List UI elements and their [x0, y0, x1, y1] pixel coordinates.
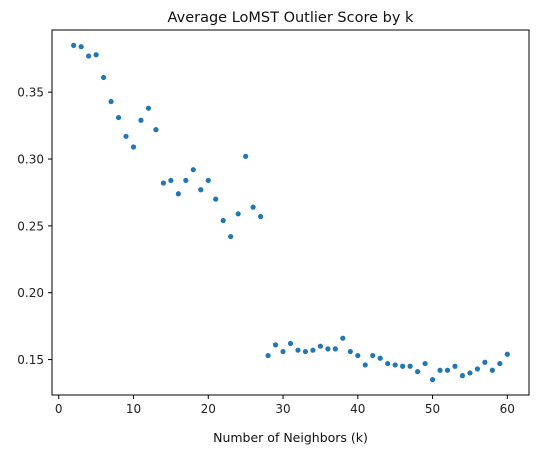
- data-point: [347, 348, 353, 355]
- data-point: [325, 346, 331, 352]
- data-point: [504, 351, 510, 357]
- x-tick-label: 40: [350, 402, 365, 416]
- x-tick-label: 30: [275, 402, 290, 416]
- data-point: [168, 177, 174, 184]
- data-point: [213, 196, 219, 202]
- data-point: [205, 177, 211, 184]
- x-tick-label: 20: [201, 402, 216, 416]
- y-tick-label: 0.15: [17, 353, 44, 367]
- data-point: [115, 114, 122, 121]
- data-point: [220, 217, 226, 224]
- data-point: [130, 144, 137, 150]
- data-point: [370, 352, 376, 359]
- data-point: [459, 373, 466, 379]
- data-point: [250, 204, 256, 210]
- plot-area: [71, 42, 510, 383]
- x-axis-label: Number of Neighbors (k): [213, 430, 368, 445]
- data-point: [257, 213, 264, 220]
- data-point: [310, 347, 316, 353]
- y-tick-label: 0.35: [17, 86, 44, 100]
- y-tick-label: 0.30: [17, 153, 44, 167]
- data-point: [190, 167, 196, 173]
- data-point: [429, 377, 436, 383]
- data-point: [317, 343, 324, 349]
- data-point: [467, 370, 473, 376]
- data-point: [175, 191, 181, 197]
- data-point: [444, 367, 451, 373]
- x-axis-ticks: 0 10 20 30 40 50 60: [55, 395, 515, 416]
- data-point: [422, 360, 428, 367]
- data-point: [228, 233, 234, 240]
- data-point: [332, 346, 338, 352]
- data-point: [86, 53, 92, 59]
- data-point: [497, 360, 503, 367]
- data-point: [100, 74, 107, 81]
- data-point: [78, 44, 84, 50]
- data-point: [123, 133, 129, 139]
- data-point: [474, 366, 481, 372]
- data-point: [302, 348, 309, 355]
- data-point: [145, 105, 152, 111]
- data-point: [71, 42, 77, 48]
- data-point: [340, 335, 346, 341]
- data-point: [243, 153, 249, 159]
- data-point: [153, 127, 159, 133]
- x-tick-label: 0: [55, 402, 63, 416]
- data-point: [377, 355, 383, 361]
- data-point: [108, 98, 114, 105]
- data-point: [138, 117, 144, 123]
- data-point: [160, 180, 166, 186]
- data-point: [452, 363, 458, 369]
- data-point: [385, 360, 391, 367]
- data-point: [265, 352, 271, 359]
- data-point: [198, 187, 204, 193]
- data-point: [437, 367, 443, 373]
- y-tick-label: 0.20: [17, 286, 44, 300]
- data-point: [355, 352, 361, 359]
- data-point: [392, 362, 398, 368]
- data-point: [93, 52, 99, 58]
- data-point: [407, 363, 413, 369]
- y-axis-ticks: 0.15 0.20 0.25 0.30 0.35: [17, 86, 52, 367]
- data-point: [287, 340, 294, 347]
- x-tick-label: 10: [126, 402, 141, 416]
- data-point: [415, 369, 421, 375]
- data-point: [183, 177, 189, 184]
- data-point: [295, 347, 301, 353]
- data-point: [272, 342, 279, 348]
- data-point: [362, 362, 368, 368]
- data-point: [489, 367, 495, 373]
- data-point: [280, 348, 286, 355]
- y-tick-label: 0.25: [17, 219, 44, 233]
- data-point: [235, 211, 241, 217]
- x-tick-label: 50: [425, 402, 440, 416]
- data-point: [482, 359, 488, 365]
- chart-title: Average LoMST Outlier Score by k: [168, 10, 414, 26]
- axes-frame: [51, 29, 530, 396]
- data-point: [400, 363, 406, 369]
- x-tick-label: 60: [500, 402, 515, 416]
